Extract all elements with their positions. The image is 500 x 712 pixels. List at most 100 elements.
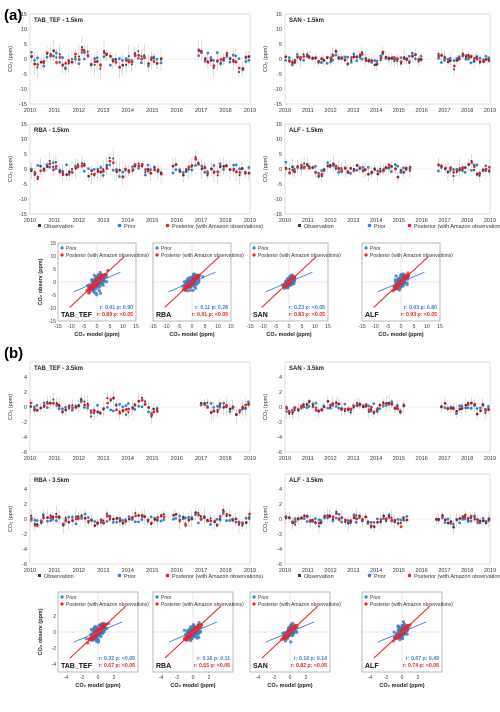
scatter-prior-stats: r: 0.32 p: <0.05 <box>99 656 135 662</box>
prior-point <box>49 519 52 523</box>
scatter-legend-prior-marker <box>364 595 368 599</box>
prior-point <box>127 515 131 519</box>
observation-point <box>317 175 320 178</box>
observation-point <box>326 57 329 59</box>
scatter-prior-point <box>401 284 405 288</box>
observation-point <box>484 412 487 414</box>
observation-point <box>140 55 143 58</box>
observation-point <box>84 516 86 519</box>
posterior-point <box>393 57 396 61</box>
scatter-prior-point <box>392 630 396 634</box>
prior-point <box>238 167 241 171</box>
observation-point <box>156 408 159 411</box>
posterior-point <box>90 169 94 173</box>
y-tick-label: -5 <box>277 72 282 78</box>
observation-point <box>484 522 487 525</box>
scatter-prior-point <box>182 628 187 632</box>
posterior-point <box>130 60 134 64</box>
posterior-point <box>379 518 383 521</box>
observation-point <box>473 404 476 407</box>
scatter-legend-posterior-label: Posterior (with Amazon observations) <box>66 602 149 608</box>
posterior-point <box>376 407 379 411</box>
prior-fit-line <box>265 271 313 293</box>
posterior-point <box>308 166 311 170</box>
prior-point <box>73 57 77 61</box>
observation-point <box>317 410 320 413</box>
y-tick-label: -2 <box>22 532 27 538</box>
observation-point <box>444 519 446 522</box>
observation-point <box>102 408 105 411</box>
scatter-site-label: TAB_TEF <box>61 663 93 670</box>
posterior-point <box>241 522 245 526</box>
scatter-legend-posterior-marker <box>60 602 64 606</box>
observation-point <box>83 400 86 403</box>
scatter-y-label: CO₂ observ (ppm) <box>38 258 44 305</box>
observation-point <box>222 508 225 511</box>
observation-point <box>482 61 485 63</box>
posterior-point <box>156 168 160 172</box>
scatter-x-tick: 10 <box>215 324 221 330</box>
x-tick-label: 2010 <box>279 568 291 574</box>
scatter-x-tick: 2 <box>113 675 116 681</box>
scatter-posterior-point <box>91 287 95 291</box>
prior-point <box>372 402 376 406</box>
observation-point <box>394 407 396 410</box>
scatter-x-tick: -10 <box>371 324 378 330</box>
x-tick-label: 2012 <box>324 108 336 114</box>
observation-point <box>90 173 93 176</box>
scatter-legend-prior-label: Prior <box>161 595 172 601</box>
observation-point <box>361 51 363 54</box>
prior-point <box>463 171 467 174</box>
scatter-legend-posterior-marker <box>155 602 159 606</box>
observation-point <box>291 166 294 169</box>
observation-point <box>83 162 86 165</box>
prior-point <box>30 50 33 54</box>
y-tick-label: 15 <box>21 12 27 18</box>
prior-legend-label: Prior <box>124 224 136 230</box>
observation-point <box>150 59 153 61</box>
posterior-point <box>134 514 137 518</box>
y-tick-label: -2 <box>22 420 27 426</box>
observation-point <box>121 522 124 524</box>
prior-point <box>295 53 299 56</box>
scatter-x-tick: 0 <box>289 675 292 681</box>
posterior-point <box>350 56 353 59</box>
prior-point <box>237 57 241 61</box>
x-tick-label: 2015 <box>146 568 158 574</box>
prior-point <box>159 61 163 65</box>
observation-point <box>464 404 467 407</box>
x-tick-label: 2019 <box>484 456 496 462</box>
scatter-panel-1: -15 -10 -5 0 5 10 15 -15 -10 -5 0 5 10 15 CO₂ observ (… <box>38 241 149 338</box>
observation-point <box>112 518 115 521</box>
observation-point <box>238 523 240 526</box>
prior-point <box>115 520 119 524</box>
x-tick-label: 2018 <box>219 568 231 574</box>
scatter-x-tick: 15 <box>133 324 139 330</box>
posterior-point <box>340 168 344 172</box>
posterior-point <box>244 403 248 407</box>
prior-point <box>194 513 197 517</box>
observation-point <box>373 64 376 66</box>
prior-point <box>352 52 356 56</box>
panel-title: RBA - 1.5km <box>34 128 69 134</box>
observation-point <box>476 173 478 176</box>
y-tick-label: 5 <box>24 42 27 48</box>
observation-point <box>399 169 402 172</box>
scatter-y-tick: -15 <box>49 319 56 325</box>
observation-point <box>355 514 358 517</box>
prior-point <box>360 57 364 61</box>
prior-point <box>124 404 128 407</box>
observation-point <box>285 410 288 413</box>
observation-point <box>206 401 209 404</box>
prior-point <box>143 173 147 177</box>
x-tick-label: 2013 <box>97 568 109 574</box>
observation-point <box>449 169 452 172</box>
posterior-point <box>127 60 131 64</box>
observation-point <box>185 170 188 172</box>
scatter-x-label: CO₂ model (ppm) <box>379 683 424 689</box>
observation-point <box>488 169 491 172</box>
prior-point <box>221 512 225 516</box>
prior-point <box>137 520 140 524</box>
prior-point <box>108 163 112 167</box>
observation-point <box>356 402 358 404</box>
